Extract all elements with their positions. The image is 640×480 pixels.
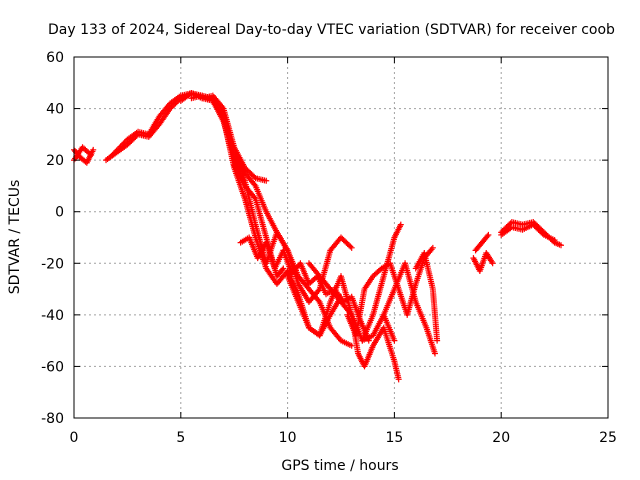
data-point (558, 242, 565, 249)
y-tick-label: -40 (41, 308, 64, 324)
x-tick-label: 15 (385, 430, 403, 446)
data-point (434, 337, 441, 344)
data-point (485, 231, 492, 238)
data-point (484, 233, 491, 240)
series-t6 (188, 92, 355, 349)
y-tick-label: -20 (41, 256, 64, 272)
data-point (90, 146, 97, 153)
data-point (539, 230, 546, 237)
data-point (251, 173, 258, 180)
data-point (347, 243, 354, 250)
y-axis-label: SDTVAR / TECUs (7, 180, 23, 295)
data-point (348, 244, 355, 251)
series-t12 (359, 221, 404, 344)
data-point (397, 221, 404, 228)
series-t2 (71, 144, 95, 164)
data-point (431, 350, 438, 357)
y-tick-label: 40 (46, 102, 64, 118)
x-tick-label: 5 (176, 430, 185, 446)
data-point (348, 342, 355, 349)
series-t15 (470, 249, 496, 275)
plot-frame (73, 56, 609, 419)
x-tick-label: 25 (599, 430, 617, 446)
data-point (279, 266, 286, 273)
y-tick-label: -60 (41, 359, 64, 375)
series-t13 (380, 260, 438, 357)
series-t18 (498, 221, 558, 244)
data-point (429, 244, 436, 251)
x-tick-label: 10 (279, 430, 297, 446)
data-point (391, 337, 398, 344)
grid (74, 57, 608, 418)
data-point (88, 151, 95, 158)
axis-ticks (73, 56, 609, 419)
y-tick-label: 0 (55, 205, 64, 221)
data-points (71, 90, 565, 383)
data-point (395, 376, 402, 383)
y-tick-label: -80 (41, 411, 64, 427)
x-axis-label: GPS time / hours (281, 458, 398, 474)
series-t14 (412, 249, 441, 344)
chart-title: Day 133 of 2024, Sidereal Day-to-day VTE… (48, 22, 615, 38)
data-point (263, 177, 270, 184)
x-tick-label: 0 (70, 430, 79, 446)
y-tick-label: 20 (46, 153, 64, 169)
x-tick-label: 20 (492, 430, 510, 446)
data-point (551, 237, 558, 244)
data-point (280, 265, 287, 272)
series-t16 (472, 231, 492, 254)
data-point (489, 260, 496, 267)
tick-labels: 0 5 10 15 20 25 -80 -60 -40 -20 0 20 40 60 (41, 50, 617, 446)
y-tick-label: 60 (46, 50, 64, 66)
